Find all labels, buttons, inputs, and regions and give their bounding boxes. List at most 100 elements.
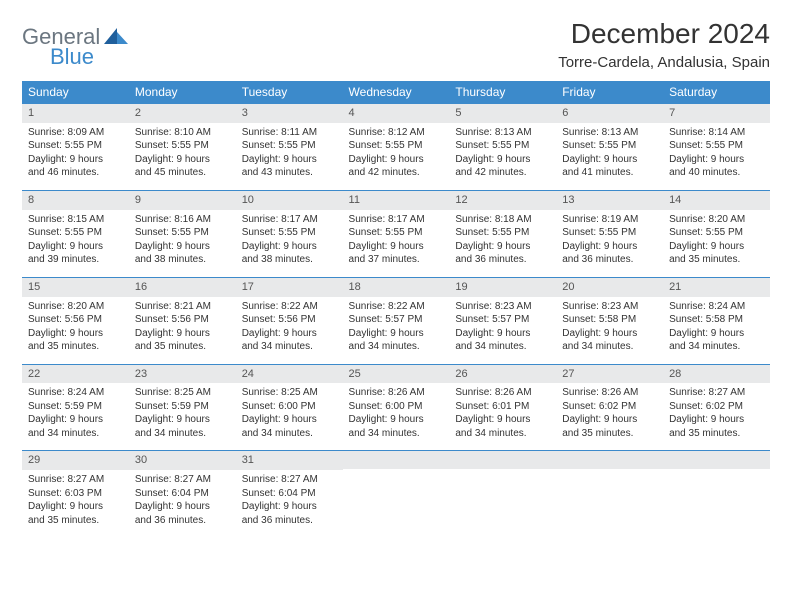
day-body: Sunrise: 8:19 AMSunset: 5:55 PMDaylight:… [556,210,663,277]
calendar-week-row: 22Sunrise: 8:24 AMSunset: 5:59 PMDayligh… [22,364,770,451]
day-number: 15 [22,278,129,297]
day-d1: Daylight: 9 hours [562,327,657,341]
day-ss: Sunset: 5:56 PM [242,313,337,327]
calendar-day-cell: 24Sunrise: 8:25 AMSunset: 6:00 PMDayligh… [236,364,343,451]
day-sr: Sunrise: 8:24 AM [669,300,764,314]
calendar-day-cell: 22Sunrise: 8:24 AMSunset: 5:59 PMDayligh… [22,364,129,451]
calendar-table: Sunday Monday Tuesday Wednesday Thursday… [22,81,770,537]
day-body: Sunrise: 8:25 AMSunset: 5:59 PMDaylight:… [129,383,236,450]
day-number: 4 [343,104,450,123]
day-number: 30 [129,451,236,470]
day-sr: Sunrise: 8:22 AM [349,300,444,314]
day-sr: Sunrise: 8:12 AM [349,126,444,140]
day-sr: Sunrise: 8:21 AM [135,300,230,314]
day-number [343,451,450,469]
day-sr: Sunrise: 8:26 AM [562,386,657,400]
day-ss: Sunset: 5:55 PM [242,226,337,240]
day-ss: Sunset: 5:55 PM [135,226,230,240]
day-d1: Daylight: 9 hours [242,153,337,167]
day-ss: Sunset: 6:02 PM [562,400,657,414]
day-d1: Daylight: 9 hours [242,327,337,341]
day-ss: Sunset: 6:02 PM [669,400,764,414]
day-d2: and 34 minutes. [669,340,764,354]
day-body: Sunrise: 8:18 AMSunset: 5:55 PMDaylight:… [449,210,556,277]
day-ss: Sunset: 5:55 PM [562,139,657,153]
day-number: 16 [129,278,236,297]
day-body: Sunrise: 8:14 AMSunset: 5:55 PMDaylight:… [663,123,770,190]
day-d2: and 36 minutes. [562,253,657,267]
day-d1: Daylight: 9 hours [349,240,444,254]
day-sr: Sunrise: 8:27 AM [669,386,764,400]
day-d1: Daylight: 9 hours [669,413,764,427]
day-ss: Sunset: 6:00 PM [349,400,444,414]
day-number: 5 [449,104,556,123]
day-d2: and 42 minutes. [455,166,550,180]
day-number [449,451,556,469]
day-body: Sunrise: 8:27 AMSunset: 6:04 PMDaylight:… [236,470,343,537]
day-sr: Sunrise: 8:23 AM [455,300,550,314]
calendar-day-cell: 10Sunrise: 8:17 AMSunset: 5:55 PMDayligh… [236,190,343,277]
day-ss: Sunset: 5:59 PM [28,400,123,414]
day-ss: Sunset: 5:55 PM [669,139,764,153]
day-d2: and 34 minutes. [349,340,444,354]
day-ss: Sunset: 5:55 PM [455,139,550,153]
day-d1: Daylight: 9 hours [562,413,657,427]
day-number: 12 [449,191,556,210]
day-ss: Sunset: 6:00 PM [242,400,337,414]
weekday-header: Friday [556,81,663,104]
day-d1: Daylight: 9 hours [349,327,444,341]
calendar-week-row: 8Sunrise: 8:15 AMSunset: 5:55 PMDaylight… [22,190,770,277]
day-number: 21 [663,278,770,297]
day-d1: Daylight: 9 hours [28,500,123,514]
day-ss: Sunset: 5:55 PM [28,139,123,153]
day-body: Sunrise: 8:21 AMSunset: 5:56 PMDaylight:… [129,297,236,364]
day-body: Sunrise: 8:24 AMSunset: 5:59 PMDaylight:… [22,383,129,450]
day-d2: and 34 minutes. [135,427,230,441]
day-d2: and 34 minutes. [455,427,550,441]
day-number: 22 [22,365,129,384]
day-body: Sunrise: 8:23 AMSunset: 5:57 PMDaylight:… [449,297,556,364]
day-number: 13 [556,191,663,210]
day-d2: and 39 minutes. [28,253,123,267]
day-number: 1 [22,104,129,123]
day-number [663,451,770,469]
day-d1: Daylight: 9 hours [28,240,123,254]
day-d2: and 34 minutes. [242,427,337,441]
calendar-day-cell: 18Sunrise: 8:22 AMSunset: 5:57 PMDayligh… [343,277,450,364]
day-d1: Daylight: 9 hours [135,153,230,167]
calendar-week-row: 1Sunrise: 8:09 AMSunset: 5:55 PMDaylight… [22,104,770,191]
day-sr: Sunrise: 8:18 AM [455,213,550,227]
calendar-day-cell [556,451,663,537]
calendar-day-cell: 12Sunrise: 8:18 AMSunset: 5:55 PMDayligh… [449,190,556,277]
day-d2: and 37 minutes. [349,253,444,267]
day-d2: and 35 minutes. [669,427,764,441]
calendar-day-cell [449,451,556,537]
day-ss: Sunset: 5:55 PM [349,139,444,153]
day-d2: and 42 minutes. [349,166,444,180]
calendar-day-cell: 13Sunrise: 8:19 AMSunset: 5:55 PMDayligh… [556,190,663,277]
day-d2: and 36 minutes. [242,514,337,528]
day-ss: Sunset: 5:55 PM [669,226,764,240]
day-number: 8 [22,191,129,210]
calendar-day-cell: 17Sunrise: 8:22 AMSunset: 5:56 PMDayligh… [236,277,343,364]
day-body: Sunrise: 8:23 AMSunset: 5:58 PMDaylight:… [556,297,663,364]
calendar-day-cell: 26Sunrise: 8:26 AMSunset: 6:01 PMDayligh… [449,364,556,451]
day-d2: and 35 minutes. [28,340,123,354]
day-d2: and 38 minutes. [242,253,337,267]
day-d2: and 46 minutes. [28,166,123,180]
day-ss: Sunset: 5:58 PM [562,313,657,327]
calendar-day-cell: 20Sunrise: 8:23 AMSunset: 5:58 PMDayligh… [556,277,663,364]
day-number: 29 [22,451,129,470]
day-d2: and 35 minutes. [562,427,657,441]
calendar-day-cell: 16Sunrise: 8:21 AMSunset: 5:56 PMDayligh… [129,277,236,364]
day-ss: Sunset: 6:04 PM [242,487,337,501]
logo: General Blue [22,24,130,70]
day-body: Sunrise: 8:13 AMSunset: 5:55 PMDaylight:… [556,123,663,190]
day-d1: Daylight: 9 hours [135,500,230,514]
day-body: Sunrise: 8:24 AMSunset: 5:58 PMDaylight:… [663,297,770,364]
calendar-day-cell: 2Sunrise: 8:10 AMSunset: 5:55 PMDaylight… [129,104,236,191]
weekday-header: Wednesday [343,81,450,104]
calendar-day-cell: 11Sunrise: 8:17 AMSunset: 5:55 PMDayligh… [343,190,450,277]
calendar-day-cell: 4Sunrise: 8:12 AMSunset: 5:55 PMDaylight… [343,104,450,191]
day-d1: Daylight: 9 hours [135,240,230,254]
